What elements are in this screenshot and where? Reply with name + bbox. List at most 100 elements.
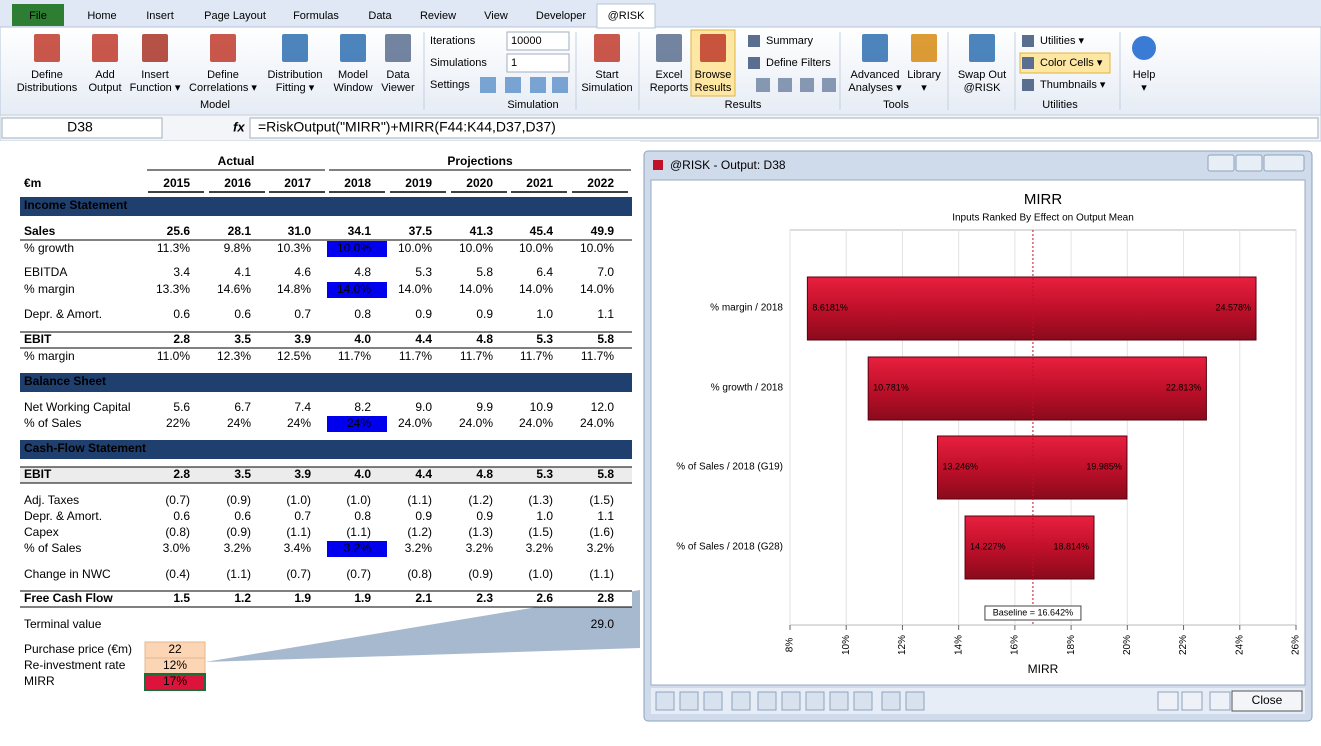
toolbar-icon[interactable] (655, 691, 675, 711)
close-label[interactable]: Close (1252, 693, 1283, 707)
button-label[interactable]: Correlations ▾ (189, 82, 257, 94)
cell[interactable]: 34.1 (348, 224, 372, 238)
button-label[interactable]: Simulation (581, 82, 632, 94)
cell[interactable]: 5.8 (597, 467, 614, 481)
settings-icon[interactable] (530, 77, 546, 93)
cell[interactable]: 41.3 (470, 224, 494, 238)
cell[interactable]: 0.6 (173, 307, 190, 321)
name-box[interactable] (1, 117, 163, 139)
tab-label[interactable]: Review (420, 10, 456, 22)
cell[interactable]: 12.5% (277, 349, 311, 363)
cell[interactable]: 6.7 (234, 400, 251, 414)
window-control[interactable] (1235, 154, 1263, 172)
button-label[interactable]: Distribution (267, 69, 322, 81)
cell[interactable]: (1.0) (286, 493, 311, 507)
cell[interactable]: (1.1) (286, 525, 311, 539)
button-label[interactable]: ▾ (921, 82, 927, 94)
cell[interactable]: 11.7% (399, 349, 432, 363)
cell[interactable]: 0.6 (234, 509, 251, 523)
cell[interactable]: 10.0% (459, 241, 493, 255)
tab[interactable] (596, 3, 656, 29)
cell[interactable]: 1.0 (536, 509, 553, 523)
input-cell[interactable] (327, 241, 387, 257)
small-button-label[interactable]: Summary (766, 35, 814, 47)
cell[interactable]: (1.2) (468, 493, 493, 507)
tab-label[interactable]: Home (87, 10, 116, 22)
cell[interactable]: 10.3% (277, 241, 311, 255)
settings-icon[interactable] (480, 77, 496, 93)
cell[interactable]: 0.8 (354, 509, 371, 523)
cell[interactable]: 2.8 (173, 467, 190, 481)
cell[interactable]: 45.4 (530, 224, 554, 238)
input-box[interactable] (506, 31, 570, 51)
cell[interactable]: 10.0% (580, 241, 614, 255)
input-box[interactable] (506, 53, 570, 73)
cell[interactable]: 31.0 (288, 224, 312, 238)
cell[interactable]: 4.4 (415, 332, 432, 346)
cell[interactable]: 7.0 (597, 265, 614, 279)
cell[interactable]: 49.9 (591, 224, 615, 238)
button-label[interactable]: Library (907, 69, 941, 81)
cell[interactable]: 11.7% (460, 349, 493, 363)
cell[interactable]: 14.6% (217, 282, 251, 296)
button-label[interactable]: ▾ (1141, 82, 1147, 94)
small-button-label[interactable]: Define Filters (766, 57, 831, 69)
cell[interactable]: 2.8 (597, 591, 614, 605)
button-label[interactable]: Excel (656, 69, 683, 81)
button-label[interactable]: Add (95, 69, 115, 81)
cell[interactable]: 0.9 (476, 307, 493, 321)
cell[interactable]: (0.8) (165, 525, 190, 539)
cell[interactable]: 1.2 (234, 591, 251, 605)
tab-label[interactable]: Developer (536, 10, 586, 22)
nav-button[interactable] (1209, 691, 1231, 711)
button-label[interactable]: Advanced (851, 69, 900, 81)
tab-label[interactable]: @RISK (608, 10, 646, 22)
cell[interactable]: 3.5 (234, 332, 251, 346)
cell[interactable]: 3.2% (224, 541, 252, 555)
cell[interactable]: 4.6 (294, 265, 311, 279)
cell[interactable]: 24.0% (398, 416, 432, 430)
cell[interactable]: 22% (166, 416, 190, 430)
settings-icon[interactable] (552, 77, 568, 93)
cell[interactable]: 22 (168, 642, 182, 656)
cell[interactable]: 24.0% (519, 416, 553, 430)
nav-button[interactable] (1181, 691, 1203, 711)
toolbar-icon[interactable] (781, 691, 801, 711)
cell[interactable]: 14.0% (519, 282, 553, 296)
cell[interactable]: 0.7 (294, 509, 311, 523)
cell[interactable]: 24% (227, 416, 251, 430)
toolbar-icon[interactable] (757, 691, 777, 711)
toolbar-icon[interactable] (829, 691, 849, 711)
cell[interactable]: 17% (163, 674, 187, 688)
window-control[interactable] (1263, 154, 1305, 172)
cell[interactable]: 11.7% (520, 349, 553, 363)
cell[interactable]: 3.9 (294, 467, 311, 481)
cell[interactable]: 5.8 (476, 265, 493, 279)
button-label[interactable]: Analyses ▾ (848, 82, 902, 94)
cell[interactable]: (0.8) (407, 567, 432, 581)
cell[interactable]: 12.3% (217, 349, 251, 363)
cell[interactable]: (1.2) (407, 525, 432, 539)
cell[interactable]: 7.4 (294, 400, 311, 414)
cell[interactable]: 3.4 (173, 265, 190, 279)
cell[interactable]: (0.7) (346, 567, 371, 581)
button-highlight[interactable] (1019, 52, 1111, 74)
cell[interactable]: 9.0 (415, 400, 432, 414)
button-label[interactable]: Fitting ▾ (276, 82, 315, 94)
cell[interactable]: 24% (347, 416, 371, 430)
cell[interactable]: (0.7) (286, 567, 311, 581)
cell[interactable]: (1.1) (589, 567, 614, 581)
tab-label[interactable]: Formulas (293, 10, 339, 22)
results-icon[interactable] (822, 78, 836, 92)
settings-icon[interactable] (505, 77, 521, 93)
cell[interactable]: (0.7) (165, 493, 190, 507)
cell[interactable]: 10.0% (337, 241, 371, 255)
tab-label[interactable]: View (484, 10, 508, 22)
cell[interactable]: 3.2% (344, 541, 372, 555)
tab-label[interactable]: Insert (146, 10, 174, 22)
input-cell[interactable] (144, 673, 206, 691)
cell[interactable]: 25.6 (167, 224, 191, 238)
cell[interactable]: 1.0 (536, 307, 553, 321)
cell[interactable]: 3.2% (405, 541, 433, 555)
results-icon[interactable] (800, 78, 814, 92)
